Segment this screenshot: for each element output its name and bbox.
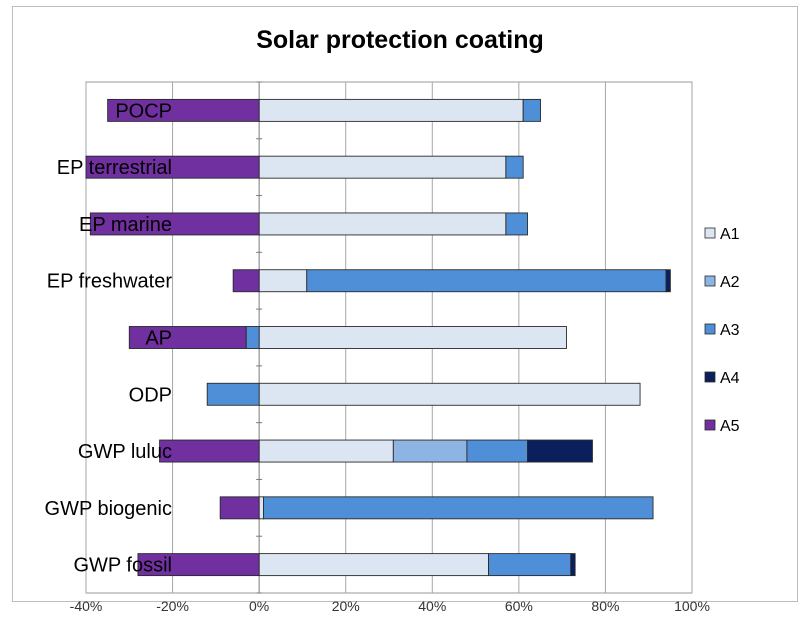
category-label: EP freshwater [47,271,173,293]
bar-a4 [528,440,593,462]
bar-a3 [307,270,666,292]
bar-a1 [259,383,640,405]
x-tick-label: 100% [674,598,710,614]
bar-a3 [207,383,259,405]
bar-a3 [506,213,528,235]
category-label: EP terrestrial [57,157,172,179]
legend-label-a2: A2 [720,274,740,291]
category-label: GWP luluc [78,441,172,463]
bar-a5 [160,440,260,462]
x-tick-label: 20% [332,598,360,614]
legend-swatch-a4 [705,372,715,382]
bar-a2 [393,440,467,462]
bar-a5 [233,270,259,292]
x-tick-label: -40% [70,598,103,614]
bar-a1 [259,440,393,462]
bar-a1 [259,554,488,576]
legend-swatch-a2 [705,276,715,286]
category-label: GWP biogenic [45,498,172,520]
legend-label-a3: A3 [720,322,740,339]
bar-a3 [489,554,571,576]
bar-a3 [467,440,528,462]
bar-a3 [523,99,540,121]
legend-label-a1: A1 [720,226,740,243]
category-label: AP [145,328,172,350]
legend-swatch-a1 [705,228,715,238]
category-label: EP marine [79,214,172,236]
x-tick-label: 80% [591,598,619,614]
legend-swatch-a3 [705,324,715,334]
bar-a3 [263,497,653,519]
bar-a1 [259,213,506,235]
category-label: POCP [115,100,172,122]
bar-a3 [246,327,259,349]
x-tick-label: 0% [249,598,269,614]
legend-swatch-a5 [705,420,715,430]
bar-a1 [259,270,307,292]
bar-a1 [259,99,523,121]
bar-a1 [259,497,263,519]
bar-a3 [506,156,523,178]
x-tick-label: 60% [505,598,533,614]
category-label: GWP fossil [73,555,172,577]
x-tick-label: -20% [156,598,189,614]
bar-a1 [259,327,566,349]
bar-a5 [220,497,259,519]
bar-a4 [666,270,670,292]
bar-a4 [571,554,575,576]
x-tick-label: 40% [418,598,446,614]
category-label: ODP [129,384,172,406]
legend-label-a5: A5 [720,418,740,435]
bar-a1 [259,156,506,178]
legend-label-a4: A4 [720,370,740,387]
